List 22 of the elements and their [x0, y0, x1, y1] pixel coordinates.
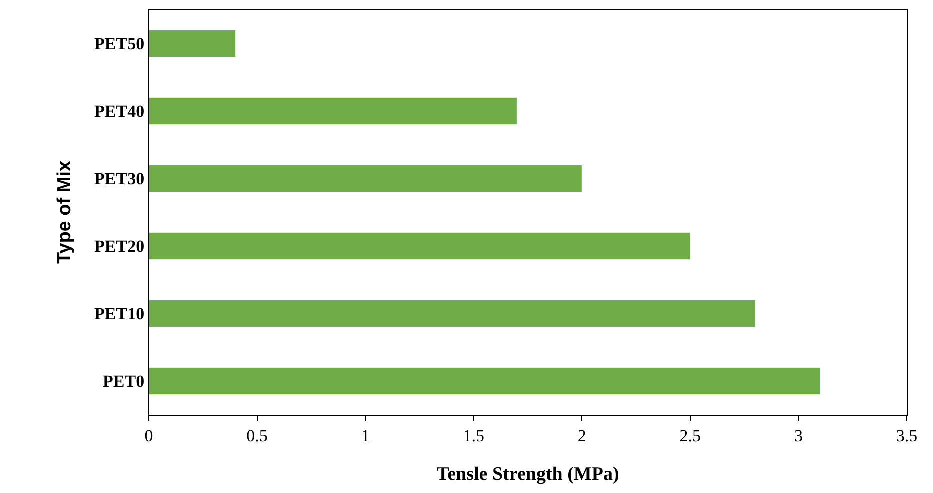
y-tick-label: PET0 — [103, 372, 145, 392]
x-tick-label: 1.5 — [463, 426, 484, 446]
y-tick-label: PET50 — [94, 34, 145, 54]
x-tick-label: 3.5 — [896, 426, 918, 446]
x-tick-label: 0 — [144, 426, 154, 446]
bar — [149, 300, 756, 328]
x-tick-label: 2 — [578, 426, 586, 446]
bar — [149, 232, 691, 260]
x-tick-label: 2.5 — [680, 426, 702, 446]
y-tick-label: PET40 — [94, 102, 145, 122]
y-tick-label: PET20 — [94, 237, 145, 256]
bar — [149, 165, 582, 192]
bar — [149, 98, 518, 125]
y-tick-label: PET10 — [94, 304, 145, 324]
x-tick-label: 0.5 — [246, 426, 268, 446]
x-axis-title: Tensle Strength (MPa) — [436, 464, 620, 486]
bar — [149, 368, 821, 395]
x-tick-label: 1 — [361, 426, 370, 446]
x-tick-label: 3 — [794, 426, 803, 446]
bar — [149, 30, 236, 58]
y-tick-label: PET30 — [94, 170, 145, 189]
y-axis-title: Type of Mix — [54, 160, 76, 264]
